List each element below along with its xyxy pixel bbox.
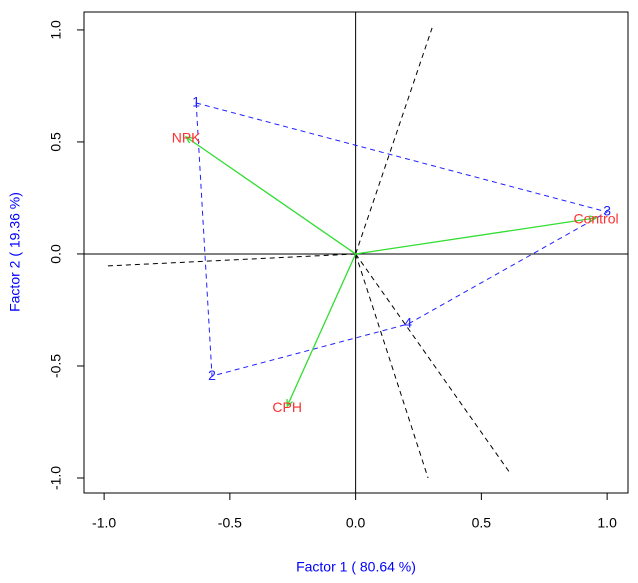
x-tick-label: 0.0 [346, 515, 366, 531]
x-tick-label: 0.5 [472, 515, 492, 531]
arrow-label: CPH [272, 399, 302, 415]
x-tick-label: -1.0 [92, 515, 116, 531]
ray [355, 27, 433, 255]
polygon [195, 102, 609, 377]
y-tick-label: -1.0 [48, 466, 64, 490]
arrow-label: NPK [172, 130, 201, 146]
y-tick-label: 1.0 [48, 20, 64, 40]
arrow [185, 136, 356, 255]
ray [355, 253, 429, 479]
y-axis-label: Factor 2 ( 19.36 %) [7, 192, 23, 312]
arrow [286, 253, 357, 407]
x-tick-label: 1.0 [597, 515, 617, 531]
vertex-label: 4 [404, 315, 412, 331]
arrow [355, 217, 597, 255]
ray [105, 253, 356, 267]
arrow-head [184, 136, 194, 144]
arrow-head [286, 399, 293, 408]
x-axis-label: Factor 1 ( 80.64 %) [296, 559, 416, 575]
arrow-label: Control [573, 211, 618, 227]
vertex-label: 1 [192, 94, 200, 110]
ray [355, 253, 511, 474]
y-tick-label: -0.5 [48, 354, 64, 378]
vertex-label: 3 [603, 203, 611, 219]
x-tick-label: -0.5 [218, 515, 242, 531]
y-tick-label: 0.5 [48, 132, 64, 152]
y-tick-label: 0.0 [48, 244, 64, 264]
arrow-head [589, 215, 598, 223]
vertex-label: 2 [208, 367, 216, 383]
